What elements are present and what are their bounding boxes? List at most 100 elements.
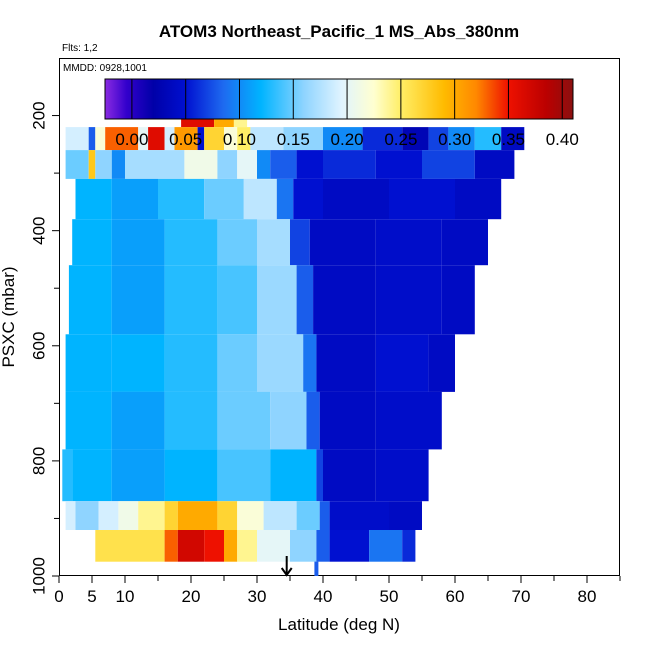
heatmap-cell (111, 334, 165, 392)
heatmap-cell (375, 265, 442, 335)
y-tick-label: 600 (29, 332, 48, 360)
heatmap-cell (316, 334, 376, 392)
heatmap-cell (111, 178, 158, 220)
x-tick-label: 30 (248, 587, 267, 606)
x-tick-label: 5 (87, 587, 96, 606)
colorbar-tick-label: 0.30 (438, 130, 471, 149)
x-tick-label: 60 (446, 587, 465, 606)
heatmap-cell (428, 334, 455, 392)
y-axis: 200 400 600 800 1000 (29, 101, 59, 595)
heatmap-cell (217, 265, 257, 335)
x-tick-label: 10 (116, 587, 135, 606)
heatmap-cell (111, 219, 165, 266)
heatmap-cell (474, 150, 515, 179)
heatmap-cell (164, 219, 218, 266)
heatmap-cell (95, 150, 112, 179)
heatmap-cell (296, 265, 314, 335)
heatmap-cell (329, 501, 389, 530)
heatmap-cell (138, 127, 149, 151)
x-tick-label: 70 (512, 587, 531, 606)
heatmap-cell (441, 265, 475, 335)
heatmap-cell (474, 127, 502, 151)
heatmap-cell (164, 127, 175, 151)
heatmap-cell (402, 127, 429, 151)
x-tick-label: 80 (578, 587, 597, 606)
heatmap-cell (164, 391, 218, 450)
heatmap-cell (323, 178, 389, 220)
heatmap-cell (323, 150, 376, 179)
colorbar-tick-label: 0.15 (277, 130, 310, 149)
heatmap-cell (306, 391, 320, 450)
heatmap-cell (257, 530, 290, 562)
heatmap-cell (75, 178, 112, 220)
flights-label: Flts: 1,2 (62, 43, 98, 54)
heatmap-cell (375, 334, 429, 392)
heatmap-cell (65, 501, 76, 530)
heatmap-cell (88, 150, 96, 179)
heatmap-cell (177, 530, 205, 562)
heatmap-cell (270, 391, 307, 450)
heatmap-cell (323, 127, 363, 151)
heatmap-cell (319, 391, 376, 450)
heatmap-cell (375, 219, 442, 266)
heatmap-cell (375, 150, 422, 179)
heatmap-cell (375, 449, 429, 502)
plot-frame (59, 58, 620, 576)
heatmap-cell (217, 219, 257, 266)
heatmap-cell (125, 150, 185, 179)
heatmap-cell (276, 178, 294, 220)
heatmap-cell (224, 530, 238, 562)
heatmap-cell (68, 265, 112, 335)
heatmap-cell (369, 530, 403, 562)
heatmap-cell (158, 178, 205, 220)
heatmap-cell (111, 449, 165, 502)
heatmap-cell (164, 449, 218, 502)
heatmap-cell (164, 501, 178, 530)
heatmap-cell (257, 219, 290, 266)
heatmap-cell (389, 178, 455, 220)
colorbar-tick-label: 0.25 (384, 130, 417, 149)
heatmap-cell (224, 127, 238, 151)
heatmap-cell (329, 530, 370, 562)
heatmap-cell (174, 127, 198, 151)
heatmap-cell (95, 127, 106, 151)
heatmap-cell (118, 501, 139, 530)
heatmap-cell (402, 530, 416, 562)
heatmap-cell (62, 449, 73, 502)
colorbar-tick-label: 0.35 (492, 130, 525, 149)
heatmap-cell (257, 265, 297, 335)
colorbar-gradient (105, 79, 573, 119)
heatmap-cell (290, 219, 310, 266)
heatmap-cell (448, 127, 475, 151)
heatmap-cell (316, 530, 330, 562)
heatmap-cell (72, 219, 112, 266)
heatmap-cell (88, 127, 96, 151)
heatmap-cell (314, 561, 319, 576)
heatmap-cell (65, 127, 89, 151)
heatmap-cell (375, 391, 442, 450)
heatmap-cell (95, 530, 165, 562)
y-tick-label: 400 (29, 216, 48, 244)
heatmap-cell (138, 501, 165, 530)
heatmap-cell (309, 219, 376, 266)
heatmap-cell (263, 501, 297, 530)
heatmap-cells (62, 112, 525, 576)
heatmap-cell (65, 150, 89, 179)
heatmap-cell (164, 334, 218, 392)
heatmap-cell (270, 150, 297, 179)
marker-arrow-head (280, 567, 293, 577)
heatmap-cell (111, 150, 125, 179)
heatmap-cell (237, 127, 251, 151)
heatmap-cell (197, 127, 205, 151)
heatmap-cell (65, 334, 112, 392)
colorbar-frame (104, 78, 574, 120)
heatmap-cell (319, 501, 330, 530)
heatmap-cell (237, 530, 257, 562)
heatmap-cell (164, 265, 218, 335)
heatmap-cell (296, 501, 320, 530)
heatmap-cell (217, 449, 271, 502)
heatmap-cell (250, 127, 284, 151)
colorbar-tick-label: 0.20 (331, 130, 364, 149)
